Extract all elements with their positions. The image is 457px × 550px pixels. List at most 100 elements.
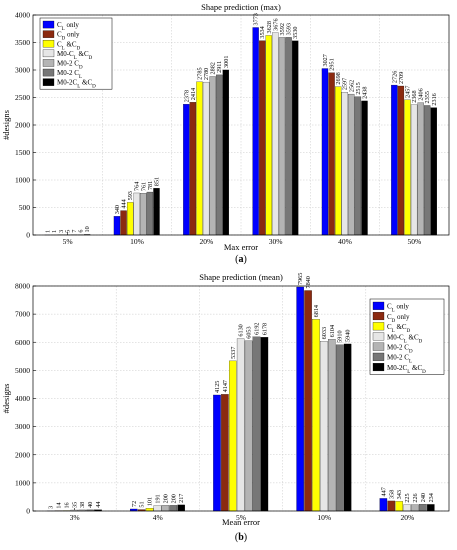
axes-frame — [32, 14, 450, 236]
bar-value-label: 593 — [127, 191, 134, 200]
legend-swatch — [372, 332, 385, 341]
chart-panel-b: 0 1000 2000 3000 4000 5000 6000 7000 8000 3% 3 14 16… — [1, 272, 450, 543]
bar — [395, 501, 403, 512]
x-tick-label: 5% — [63, 237, 73, 246]
legend-label: M0-2CL &CD — [387, 364, 426, 375]
bar-value-label: 7 — [71, 230, 78, 233]
bar-value-label: 4125 — [214, 381, 221, 393]
x-tick-label: 50% — [407, 237, 421, 246]
bar-value-label: 3592 — [279, 23, 286, 35]
x-tick-label: 30% — [269, 237, 283, 246]
bar — [133, 192, 140, 236]
x-tick-label: 40% — [338, 237, 352, 246]
legend-label: CD only — [57, 31, 80, 42]
bar-value-label: 2951 — [329, 58, 336, 70]
legend-label: CL only — [57, 21, 79, 32]
bar-value-label: 761 — [140, 182, 147, 191]
bar — [410, 104, 418, 236]
bar-value-label: 2726 — [391, 71, 398, 83]
bar — [278, 37, 286, 236]
bar — [343, 343, 352, 512]
legend-swatch — [42, 78, 55, 86]
y-tick-label: 4000 — [15, 394, 30, 403]
bar — [341, 92, 348, 236]
legend-swatch — [372, 322, 385, 331]
bar — [397, 85, 405, 236]
bar-value-label: 234 — [428, 493, 435, 502]
legend-swatch — [372, 312, 385, 321]
bar-value-label: 44 — [95, 502, 102, 508]
bar-value-label: 2597 — [342, 78, 349, 90]
bar — [260, 337, 269, 512]
bar — [216, 74, 223, 236]
bar-value-label: 3676 — [272, 18, 279, 30]
y-tick-label: 7000 — [15, 310, 30, 319]
bar-value-label: 2882 — [210, 62, 217, 74]
bar-value-label: 225 — [404, 493, 411, 502]
bar — [403, 504, 411, 512]
bar — [348, 93, 355, 236]
bar-value-label: 3 — [58, 230, 65, 233]
bar-value-label: 6053 — [246, 326, 253, 338]
bar — [126, 202, 134, 236]
bar-value-label: 2562 — [348, 80, 355, 92]
bar-value-label: 72 — [131, 501, 138, 507]
bar-value-label: 340 — [114, 205, 121, 214]
legend-swatch — [42, 49, 55, 58]
bar — [411, 504, 419, 512]
bar-value-label: 6178 — [261, 323, 268, 335]
x-tick-label: 4% — [153, 513, 163, 522]
bar — [312, 319, 320, 512]
bar-value-label: 38 — [79, 502, 86, 508]
bar-value-label: 16 — [63, 502, 70, 508]
bar-value-label: 2515 — [355, 82, 362, 94]
bar-value-label: 3593 — [286, 23, 293, 35]
bar-value-label: 200 — [162, 494, 169, 503]
bar — [417, 102, 424, 236]
bar-value-label: 2378 — [183, 90, 190, 102]
bar-value-label: 3628 — [266, 21, 273, 33]
bar — [334, 86, 342, 236]
bar — [328, 339, 336, 512]
legend-label: CL &CD — [57, 40, 81, 51]
bar — [169, 505, 178, 512]
bar-value-label: 3001 — [223, 56, 230, 68]
bar-value-label: 191 — [154, 494, 161, 503]
bar-value-label: 764 — [134, 182, 141, 191]
bar — [229, 360, 237, 512]
bar — [213, 394, 221, 512]
bar — [379, 498, 388, 512]
bar-value-label: 101 — [147, 497, 154, 506]
bar — [252, 336, 261, 512]
legend-swatch — [372, 342, 385, 351]
bar — [427, 504, 435, 512]
bar — [202, 81, 210, 236]
bar-value-label: 2911 — [216, 61, 223, 73]
bar-value-label: 781 — [147, 181, 154, 190]
bar-value-label: 200 — [170, 494, 177, 503]
bar-value-label: 10 — [84, 226, 91, 232]
bar-value-label: 1 — [45, 230, 52, 233]
legend-swatch — [42, 59, 55, 67]
bar — [354, 96, 362, 236]
y-tick-label: 2000 — [15, 121, 30, 130]
legend-label: CL &CD — [387, 323, 411, 334]
bar-value-label: 343 — [396, 490, 403, 499]
bar-value-label: 51 — [139, 501, 146, 507]
legend-swatch — [42, 30, 55, 38]
bar-value-label: 5337 — [230, 347, 237, 359]
y-tick-label: 1000 — [15, 176, 30, 185]
bar-value-label: 851 — [153, 177, 160, 186]
bar-value-label: 35 — [71, 502, 78, 508]
panel-caption: (a) — [235, 254, 247, 265]
y-tick-label: 5000 — [15, 366, 30, 375]
bar — [361, 100, 368, 236]
bar — [321, 68, 329, 236]
bar-value-label: 447 — [380, 487, 387, 496]
bar-value-label: 5940 — [345, 330, 352, 342]
bar-value-label: 2698 — [335, 72, 342, 84]
bar — [177, 504, 185, 512]
bar — [304, 290, 312, 512]
bar-value-label: 14 — [55, 502, 62, 508]
